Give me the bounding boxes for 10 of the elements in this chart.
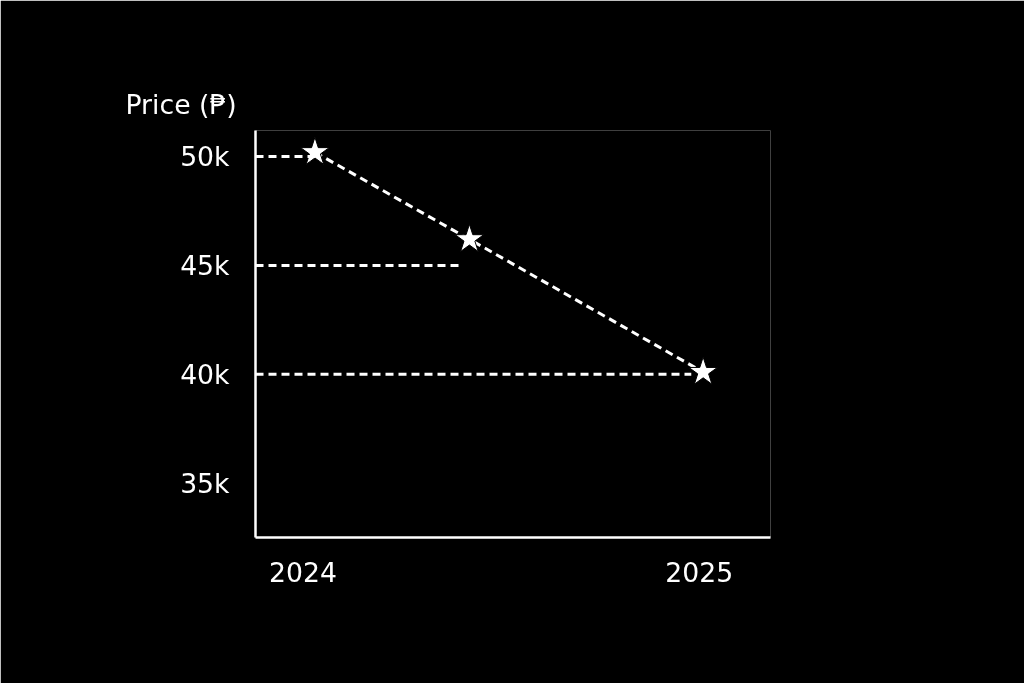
x-tick-label: 2025	[665, 556, 734, 588]
y-axis-title: Price (₱)	[125, 88, 237, 120]
y-tick-label: 35k	[180, 467, 231, 499]
x-tick-label: 2024	[269, 556, 337, 588]
y-tick-label: 50k	[180, 141, 231, 173]
y-tick-label: 40k	[180, 358, 231, 390]
point	[688, 356, 718, 385]
point	[454, 223, 485, 252]
point	[300, 136, 330, 165]
y-tick-label: 45k	[180, 249, 231, 281]
